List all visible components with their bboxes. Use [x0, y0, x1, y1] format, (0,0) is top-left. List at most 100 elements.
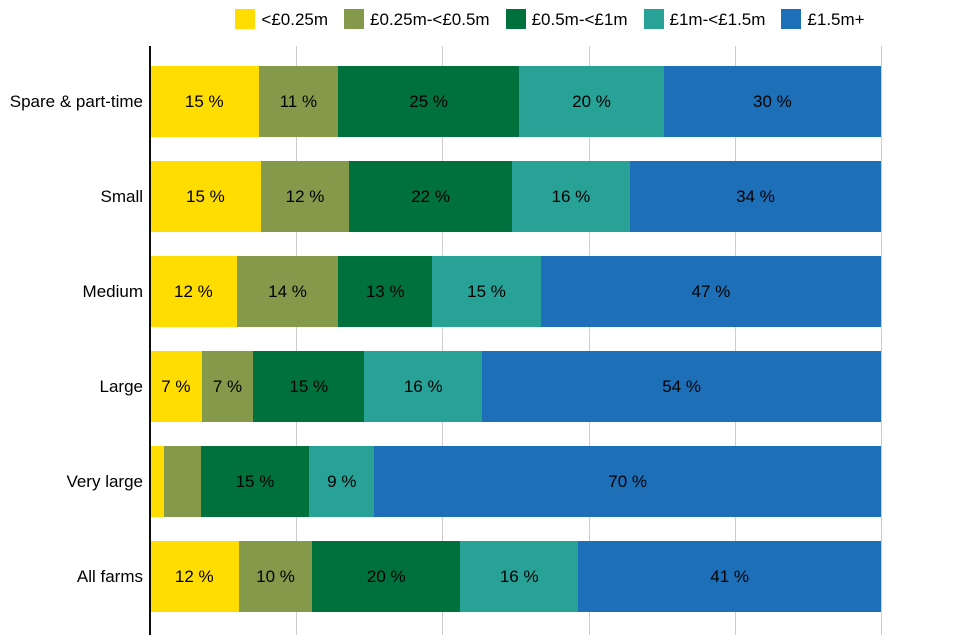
bar-segment-label: 12 % [285, 186, 325, 206]
bar-segment-label: 13 % [365, 281, 405, 301]
chart-row: Very large 15 % 9 % 70 % [0, 446, 881, 517]
legend-label: £1.5m+ [807, 9, 865, 29]
bar-segment: 15 % [150, 66, 259, 137]
bar-segment: 30 % [663, 66, 881, 137]
bar-segment-label: 16 % [551, 186, 591, 206]
bar-segment-label: 47 % [691, 281, 731, 301]
legend-item: £1.5m+ [781, 9, 865, 29]
legend-swatch-icon [781, 9, 802, 29]
bar-segment: 7 % [150, 351, 202, 422]
legend-item: £0.5m-<£1m [505, 9, 628, 29]
bar-segment: 25 % [338, 66, 520, 137]
chart-row: All farms 12 % 10 % 20 % 16 % 41 % [0, 541, 881, 612]
stacked-bar: 12 % 14 % 13 % 15 % 47 % [150, 256, 881, 327]
legend-label: £0.5m-<£1m [531, 9, 628, 29]
gridline [296, 46, 298, 635]
bar-segment: 16 % [460, 541, 579, 612]
bar-segment: 15 % [432, 256, 541, 327]
bar-segment [164, 446, 201, 517]
bar-segment-label: 10 % [256, 566, 295, 586]
bar-segment-label: 41 % [710, 566, 749, 586]
legend-label: £0.25m-<£0.5m [370, 9, 490, 29]
stacked-bar: 12 % 10 % 20 % 16 % 41 % [150, 541, 881, 612]
bar-segment-label: 25 % [409, 91, 449, 111]
legend-item: <£0.25m [235, 9, 328, 29]
bar-segment-label: 34 % [736, 186, 775, 206]
bar-segment-label: 70 % [608, 471, 648, 491]
category-label: All farms [76, 566, 143, 586]
bar-segment: 12 % [260, 161, 350, 232]
legend-item: £1m-<£1.5m [643, 9, 766, 29]
legend-label: <£0.25m [261, 9, 329, 29]
bar-segment: 15 % [150, 161, 261, 232]
bar-segment [150, 446, 165, 517]
chart-row: Spare & part-time 15 % 11 % 25 % 20 % 30 % [0, 66, 881, 137]
stacked-bar: 15 % 11 % 25 % 20 % 30 % [150, 66, 881, 137]
chart-rows: Spare & part-time 15 % 11 % 25 % 20 % 30 % Sma… [0, 66, 881, 612]
bar-segment-label: 15 % [186, 186, 225, 206]
bar-segment: 10 % [238, 541, 313, 612]
bar-segment: 70 % [374, 446, 881, 517]
bar-segment-label: 14 % [268, 281, 307, 301]
bar-segment: 15 % [200, 446, 310, 517]
bar-segment-label: 15 % [184, 91, 224, 111]
bar-segment-label: 15 % [289, 376, 329, 396]
bar-segment-label: 15 % [467, 281, 506, 301]
stacked-bar: 7 % 7 % 15 % 16 % 54 % [150, 351, 881, 422]
bar-segment-label: 7 % [212, 376, 243, 396]
bar-segment: 12 % [150, 541, 239, 612]
gridline [734, 46, 736, 635]
bar-segment: 54 % [482, 351, 881, 422]
bar-segment: 15 % [253, 351, 365, 422]
chart-row: Medium 12 % 14 % 13 % 15 % 47 % [0, 256, 881, 327]
legend-swatch-icon [643, 9, 664, 29]
category-label: Large [99, 376, 143, 396]
bar-segment: 16 % [364, 351, 483, 422]
bar-segment-label: 15 % [235, 471, 275, 491]
bar-segment-label: 12 % [174, 566, 214, 586]
bar-segment-label: 12 % [174, 281, 213, 301]
legend: <£0.25m £0.25m-<£0.5m £0.5m-<£1m £1m-<£1.5m… [150, 6, 950, 32]
bar-segment-label: 9 % [327, 471, 357, 491]
gridline [442, 46, 444, 635]
legend-swatch-icon [505, 9, 526, 29]
bar-segment: 22 % [349, 161, 512, 232]
bar-segment-label: 54 % [662, 376, 701, 396]
bar-segment-label: 16 % [403, 376, 443, 396]
bar-segment-label: 30 % [753, 91, 792, 111]
y-axis-line [149, 46, 151, 635]
bar-segment: 7 % [201, 351, 254, 422]
bar-segment-label: 7 % [161, 376, 191, 396]
bar-segment: 9 % [309, 446, 375, 517]
category-label: Very large [66, 471, 143, 491]
bar-segment-label: 11 % [279, 91, 318, 111]
chart-row: Small 15 % 12 % 22 % 16 % 34 % [0, 161, 881, 232]
legend-swatch-icon [235, 9, 256, 29]
bar-segment: 11 % [258, 66, 339, 137]
bar-segment: 16 % [511, 161, 630, 232]
legend-item: £0.25m-<£0.5m [344, 9, 490, 29]
category-label: Spare & part-time [9, 91, 143, 111]
bar-segment: 20 % [312, 541, 461, 612]
bar-segment: 14 % [236, 256, 339, 327]
bar-segment-label: 20 % [572, 91, 611, 111]
bar-segment-label: 16 % [499, 566, 539, 586]
bar-segment: 12 % [150, 256, 237, 327]
bar-segment: 13 % [338, 256, 433, 327]
category-label: Small [100, 186, 143, 206]
bar-segment: 34 % [629, 161, 881, 232]
stacked-bar: 15 % 9 % 70 % [150, 446, 881, 517]
stacked-bar: 15 % 12 % 22 % 16 % 34 % [150, 161, 881, 232]
bar-segment-label: 20 % [366, 566, 406, 586]
legend-label: £1m-<£1.5m [669, 9, 766, 29]
plot-area: Spare & part-time 15 % 11 % 25 % 20 % 30 % Sma… [0, 46, 960, 635]
bar-segment: 47 % [540, 256, 881, 327]
chart-row: Large 7 % 7 % 15 % 16 % 54 % [0, 351, 881, 422]
gridline [881, 46, 882, 635]
category-label: Medium [82, 281, 143, 301]
legend-swatch-icon [344, 9, 365, 29]
gridline [588, 46, 590, 635]
bar-segment-label: 22 % [411, 186, 450, 206]
bar-segment: 20 % [519, 66, 664, 137]
bar-segment: 41 % [578, 541, 881, 612]
